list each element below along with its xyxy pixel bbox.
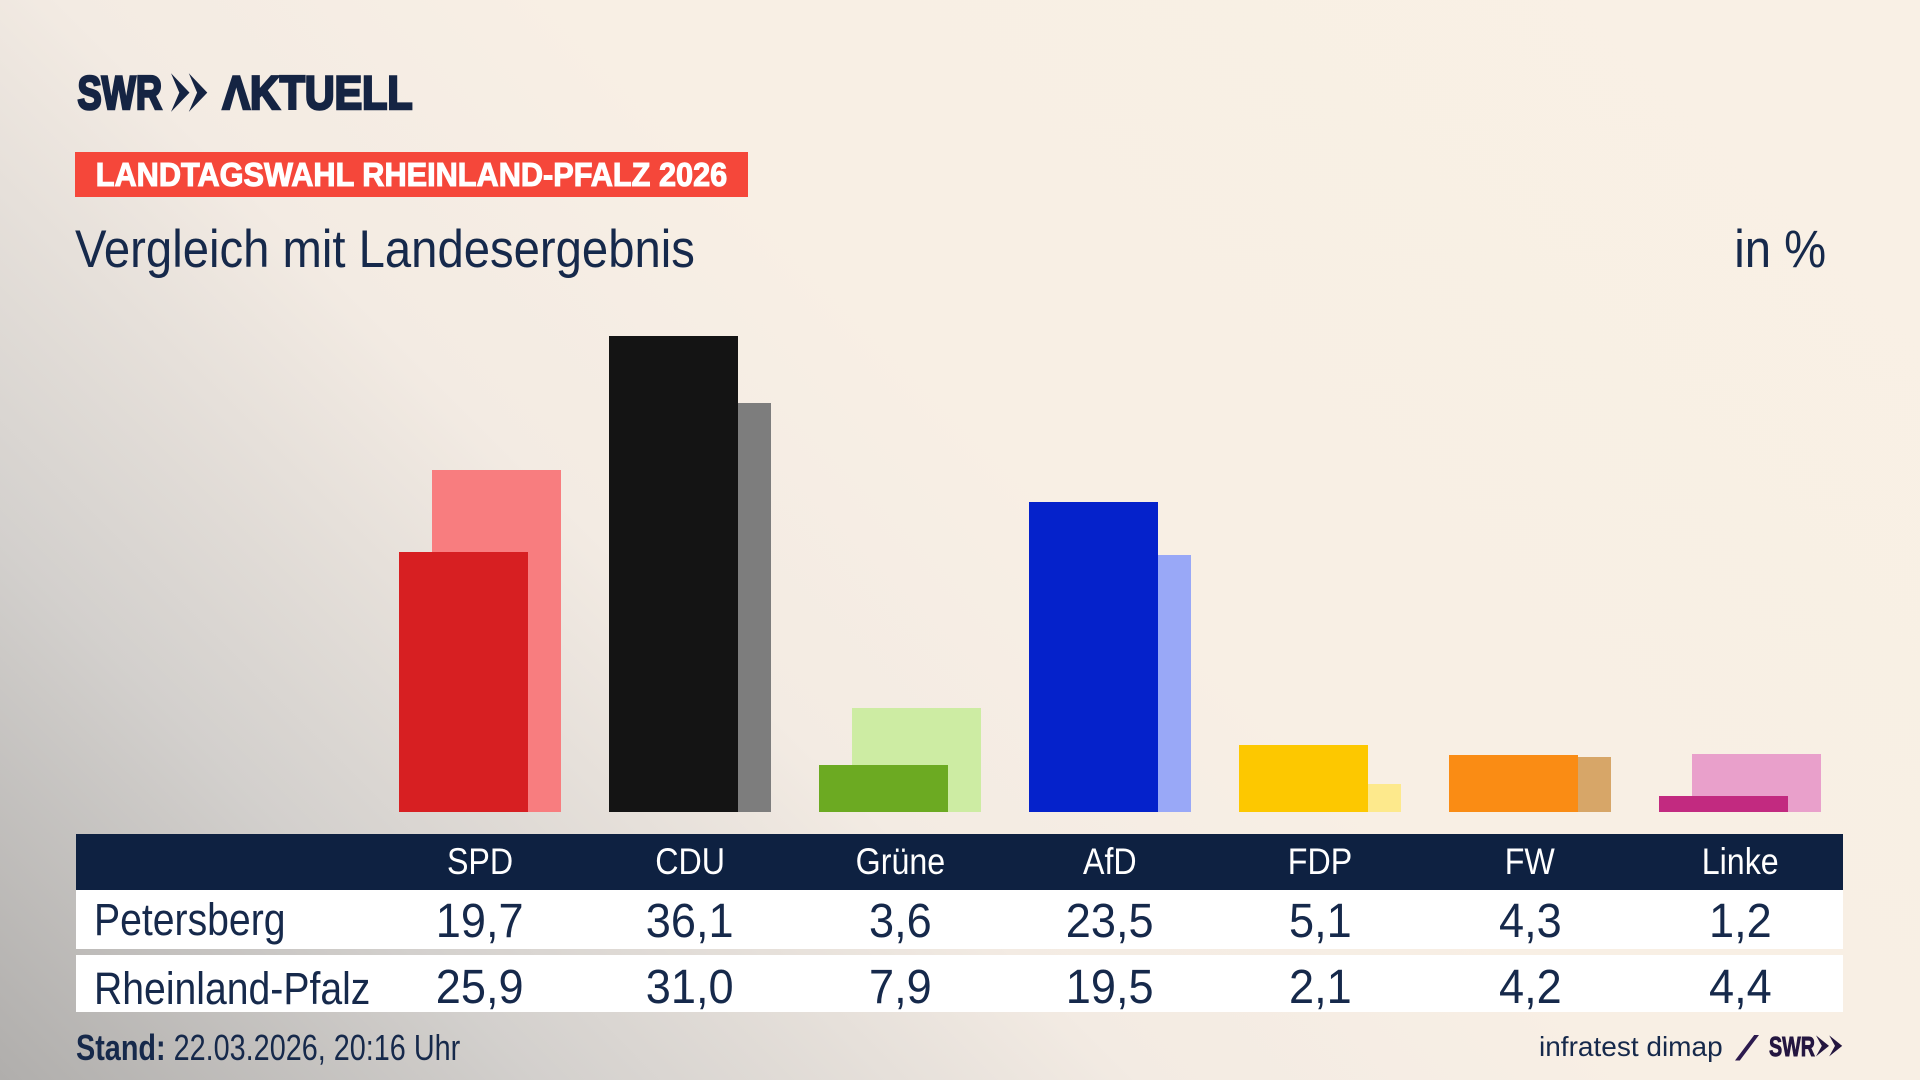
svg-text:SWR: SWR [78, 66, 163, 119]
svg-text:infratest dimap: infratest dimap [1539, 1031, 1723, 1062]
svg-text:ΛKTUELL: ΛKTUELL [223, 66, 413, 119]
svg-text:SWR: SWR [1769, 1031, 1815, 1062]
